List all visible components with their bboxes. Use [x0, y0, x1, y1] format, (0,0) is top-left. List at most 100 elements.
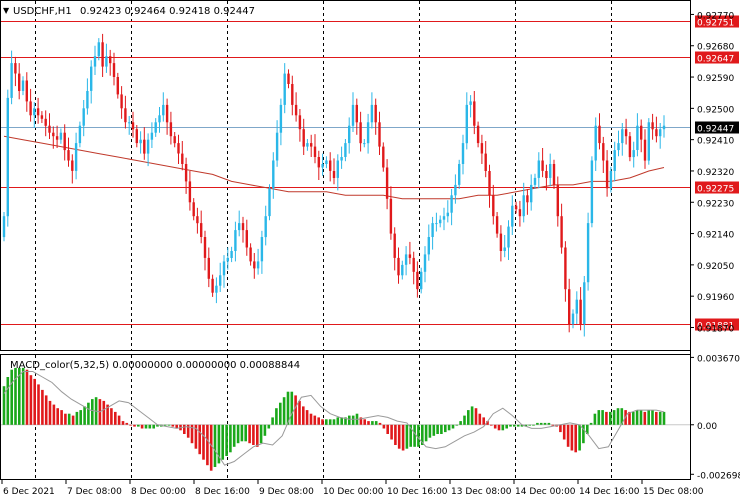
candle-body: [605, 160, 609, 189]
y-tick-label: 0.92140: [697, 231, 734, 241]
macd-signal-line: [3, 371, 665, 466]
candle-body: [404, 254, 408, 265]
macd-bar: [33, 378, 36, 425]
macd-bar: [325, 419, 328, 425]
y-tick-label: 0.92770: [697, 11, 734, 21]
candle-body: [473, 101, 476, 126]
macd-bar: [309, 413, 313, 425]
candle-body: [579, 299, 582, 324]
candle-body: [21, 80, 25, 91]
candle-body: [219, 275, 222, 286]
macd-bar: [424, 424, 428, 442]
macd-bar: [513, 424, 516, 427]
macd-bar: [574, 424, 577, 453]
macd-bar: [440, 424, 443, 434]
price-level-lines[interactable]: 0.92751 0.92647 0.92275 0.91881 0.92447: [1, 15, 739, 332]
y-tick-label: 0.92050: [697, 262, 734, 272]
candle-body: [165, 104, 169, 123]
macd-bar: [133, 424, 136, 427]
x-tick-label: 14 Dec 16:00: [579, 487, 640, 497]
macd-bar: [582, 424, 585, 444]
candle-body: [48, 125, 51, 133]
macd-bar: [390, 424, 393, 440]
candle-body: [583, 282, 586, 324]
candle-body: [568, 289, 571, 324]
macd-bar: [302, 406, 305, 425]
y-tick-label: 0.92410: [697, 137, 734, 147]
candle-body: [321, 164, 324, 168]
macd-bar: [586, 424, 589, 434]
macd-bar: [67, 413, 71, 425]
macd-bar: [643, 411, 647, 425]
candle-body: [245, 230, 248, 248]
price-pane-frame: [0, 0, 691, 351]
macd-bar: [6, 377, 10, 425]
macd-bar: [137, 424, 140, 427]
candle-body: [93, 56, 97, 67]
candle-body: [643, 139, 647, 161]
macd-bar: [459, 421, 462, 425]
candle-body: [97, 42, 100, 57]
macd-bar: [509, 424, 512, 427]
macd-bar: [60, 410, 63, 425]
candlesticks[interactable]: [2, 33, 666, 337]
macd-bar: [539, 422, 543, 425]
candle-body: [374, 104, 377, 123]
candle-body: [203, 237, 207, 258]
candle-body: [549, 164, 552, 178]
candle-body: [476, 125, 480, 144]
candle-body: [412, 257, 415, 272]
candle-body: [128, 122, 131, 124]
price-level-tag: [695, 51, 739, 64]
macd-bar: [543, 422, 547, 425]
candle-body: [120, 94, 123, 109]
macd-bar: [451, 424, 455, 429]
candle-body: [25, 80, 28, 102]
price-axis: 0.92770 0.92680 0.92590 0.92500 0.92410 0.923…: [690, 11, 740, 481]
x-tick-label: 7 Dec 08:00: [67, 487, 122, 497]
candle-body: [586, 223, 590, 283]
candle-body: [302, 129, 305, 147]
y-tick-label: 0.92320: [697, 168, 734, 178]
macd-bar: [470, 406, 474, 425]
candle-body: [40, 115, 44, 119]
candle-body: [131, 122, 135, 130]
candle-body: [420, 271, 423, 290]
macd-bar: [294, 395, 297, 425]
candle-body: [283, 73, 286, 105]
candle-body: [469, 101, 472, 105]
candle-body: [530, 184, 533, 203]
macd-bar: [129, 424, 132, 426]
candle-body: [454, 184, 457, 196]
candle-body: [139, 139, 142, 144]
macd-bar: [474, 408, 478, 425]
macd-bar: [501, 424, 505, 431]
candle-body: [647, 122, 650, 161]
candle-body: [275, 132, 279, 161]
macd-bar: [516, 424, 520, 427]
candle-body: [101, 42, 104, 67]
candle-body: [59, 132, 63, 140]
macd-bar: [232, 424, 236, 447]
macd-bar: [48, 400, 52, 425]
price-level-tag: [695, 181, 739, 194]
candle-body: [207, 257, 210, 279]
candle-body: [241, 223, 245, 231]
dropdown-triangle-icon[interactable]: ▼: [3, 6, 10, 15]
macd-bar: [64, 413, 67, 425]
macd-bar: [14, 367, 17, 425]
candle-body: [624, 129, 628, 137]
macd-bar: [282, 397, 286, 425]
x-tick-label: 13 Dec 08:00: [451, 487, 512, 497]
candle-body: [14, 63, 17, 74]
candle-body: [67, 150, 70, 161]
macd-y-tick-label: -0.002698: [697, 471, 740, 481]
candle-body: [461, 143, 465, 164]
candle-body: [36, 108, 40, 116]
macd-bar: [156, 424, 159, 427]
candle-body: [143, 139, 146, 154]
candle-body: [226, 257, 229, 262]
candle-body: [378, 122, 381, 147]
macd-bar: [225, 424, 228, 456]
